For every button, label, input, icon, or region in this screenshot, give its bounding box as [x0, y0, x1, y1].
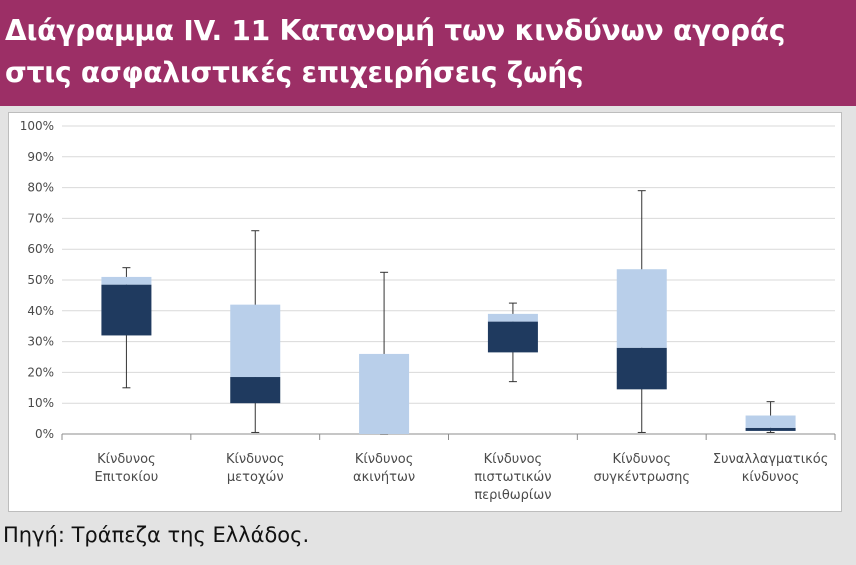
category-label: Κίνδυνος	[484, 452, 543, 467]
box-upper-segment	[359, 353, 410, 434]
chart-title-line-1: Διάγραμμα IV. 11 Κατανομή των κινδύνων α…	[5, 14, 786, 47]
y-tick-label: 90%	[27, 150, 54, 164]
category-label: ακινήτων	[353, 470, 415, 485]
category-label: Κίνδυνος	[355, 452, 414, 467]
box-plot-chart: 0% 10% 20% 30% 40% 50% 60% 70% 80% 90% 100% Κίνδυνο…	[20, 119, 836, 503]
title-banner: Διάγραμμα IV. 11 Κατανομή των κινδύνων α…	[0, 0, 856, 106]
y-tick-label: 10%	[27, 396, 54, 410]
category-label: Κίνδυνος	[612, 452, 671, 467]
category-label: μετοχών	[227, 470, 284, 485]
y-tick-label: 0%	[35, 427, 54, 441]
box-lower-segment	[101, 284, 152, 336]
y-tick-label: 100%	[20, 119, 54, 133]
y-tick-label: 60%	[27, 242, 54, 256]
y-tick-label: 50%	[27, 273, 54, 287]
category-label: Κίνδυνος	[226, 452, 285, 467]
category-label: συγκέντρωσης	[594, 470, 690, 485]
box-upper-segment	[487, 313, 538, 322]
y-tick-label: 30%	[27, 335, 54, 349]
box-lower-segment	[487, 321, 538, 353]
source-note: Πηγή: Τράπεζα της Ελλάδος.	[3, 523, 310, 547]
category-label: Επιτοκίου	[95, 470, 159, 485]
box-upper-segment	[230, 304, 281, 378]
category-label: περιθωρίων	[474, 488, 551, 503]
box-upper-segment	[101, 276, 152, 285]
category-label: πιστωτικών	[474, 470, 551, 485]
category-label: Κίνδυνος	[97, 452, 156, 467]
category-label: κίνδυνος	[742, 470, 800, 485]
y-tick-label: 40%	[27, 304, 54, 318]
category-label: Συναλλαγματικός	[713, 452, 829, 467]
box-lower-segment	[230, 377, 281, 404]
y-tick-label: 80%	[27, 181, 54, 195]
y-tick-label: 70%	[27, 211, 54, 225]
y-tick-label: 20%	[27, 365, 54, 379]
chart-title-line-2: στις ασφαλιστικές επιχειρήσεις ζωής	[5, 56, 584, 89]
box-lower-segment	[745, 427, 796, 431]
box-upper-segment	[616, 269, 667, 348]
box-lower-segment	[616, 347, 667, 390]
box-upper-segment	[745, 415, 796, 428]
